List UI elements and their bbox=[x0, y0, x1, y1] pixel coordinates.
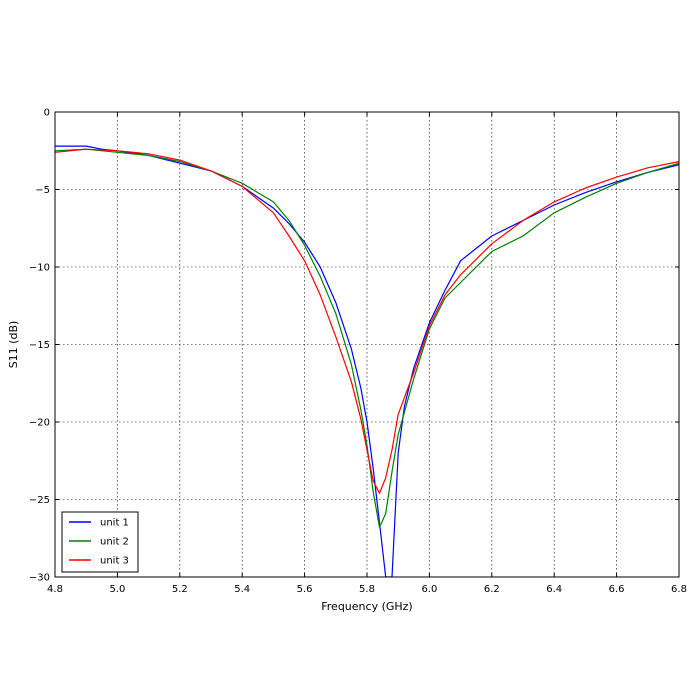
x-tick-label: 6.2 bbox=[484, 584, 500, 595]
legend-label-unit-3: unit 3 bbox=[100, 556, 129, 567]
legend-label-unit-1: unit 1 bbox=[100, 518, 129, 529]
y-tick-label: 0 bbox=[44, 108, 50, 119]
legend-label-unit-2: unit 2 bbox=[100, 537, 129, 548]
axis-ticks: 4.8 5.0 5.2 5.4 5.6 5.8 6.0 6.2 6.4 6.6 6.8 0 −5 −10 −… bbox=[29, 108, 687, 596]
y-tick-label: −15 bbox=[29, 340, 50, 351]
x-tick-label: 6.4 bbox=[546, 584, 562, 595]
x-tick-label: 5.6 bbox=[297, 584, 313, 595]
x-tick-label: 5.8 bbox=[359, 584, 375, 595]
y-tick-label: −20 bbox=[29, 418, 50, 429]
x-tick-label: 6.6 bbox=[609, 584, 625, 595]
y-tick-label: −30 bbox=[29, 573, 50, 584]
y-tick-label: −10 bbox=[29, 263, 50, 274]
x-tick-label: 5.2 bbox=[172, 584, 188, 595]
x-tick-label: 5.0 bbox=[109, 584, 125, 595]
x-tick-label: 5.4 bbox=[234, 584, 250, 595]
y-tick-label: −25 bbox=[29, 495, 50, 506]
y-axis-label: S11 (dB) bbox=[7, 321, 20, 369]
x-tick-label: 6.8 bbox=[671, 584, 687, 595]
series-line-unit-3 bbox=[55, 148, 679, 494]
y-tick-label: −5 bbox=[35, 185, 50, 196]
x-tick-label: 6.0 bbox=[421, 584, 437, 595]
series-lines bbox=[55, 145, 679, 577]
x-tick-label: 4.8 bbox=[47, 584, 63, 595]
grid bbox=[55, 112, 679, 577]
legend: unit 1 unit 2 unit 3 bbox=[61, 511, 139, 573]
x-axis-label: Frequency (GHz) bbox=[321, 600, 412, 613]
series-line-unit-1 bbox=[55, 145, 679, 577]
